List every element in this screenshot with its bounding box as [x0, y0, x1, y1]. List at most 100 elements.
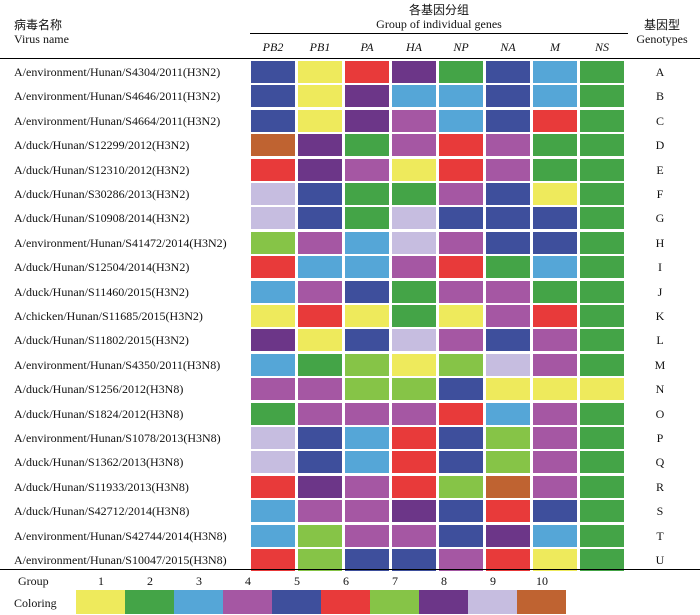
- gene-cell-ns: [579, 304, 625, 328]
- genotype-label: N: [655, 382, 665, 397]
- gene-cell-pb1: [297, 279, 343, 304]
- gene-cell-ha: [391, 60, 437, 84]
- gene-cell-ha: [391, 304, 437, 328]
- gene-cell-pb2: [250, 304, 296, 328]
- genotype-zh: 基因型: [643, 18, 680, 32]
- gene-cell-ns: [579, 499, 625, 524]
- gene-cell-ha: [391, 377, 437, 402]
- gene-cell-ha: [391, 182, 437, 206]
- gene-cell-pb1: [297, 377, 343, 402]
- virus-name: A/duck/Hunan/S1256/2012(H3N8): [14, 382, 184, 397]
- gene-cell-np: [438, 499, 484, 524]
- gene-cell-pb1: [297, 182, 343, 206]
- gene-header-ha: HA: [406, 40, 422, 54]
- gene-cell-pa: [344, 182, 390, 206]
- gene-cell-pa: [344, 230, 390, 255]
- gene-cell-m: [532, 328, 578, 353]
- gene-cell-np: [438, 108, 484, 133]
- gene-cell-m: [532, 182, 578, 206]
- gene-cell-np: [438, 157, 484, 182]
- legend-coloring-label: Coloring: [14, 596, 57, 610]
- legend-swatch-4: [223, 590, 272, 614]
- gene-cell-pb1: [297, 133, 343, 158]
- gene-cell-np: [438, 84, 484, 109]
- legend-group-number: 2: [147, 574, 153, 588]
- genotype-label: F: [656, 187, 664, 201]
- gene-cell-pb1: [297, 60, 343, 84]
- gene-cell-np: [438, 304, 484, 328]
- genotype-en: Genotypes: [636, 32, 688, 46]
- virus-name: A/environment/Hunan/S4304/2011(H3N2): [14, 65, 221, 79]
- genotype-label: H: [655, 235, 665, 250]
- gene-cell-np: [438, 426, 484, 450]
- legend-swatch-1: [76, 590, 125, 614]
- gene-cell-ns: [579, 377, 625, 402]
- gene-cell-pa: [344, 474, 390, 499]
- virus-name: A/duck/Hunan/S1362/2013(H3N8): [14, 455, 184, 470]
- gene-cell-pa: [344, 548, 390, 572]
- gene-cell-pb2: [250, 157, 296, 182]
- gene-cell-pb2: [250, 499, 296, 524]
- gene-cell-pb1: [297, 401, 343, 426]
- gene-cell-pa: [344, 523, 390, 548]
- gene-cell-pb1: [297, 230, 343, 255]
- gene-cell-pa: [344, 84, 390, 109]
- gene-cell-ns: [579, 279, 625, 304]
- genotype-label: K: [655, 309, 665, 323]
- gene-cell-pb2: [250, 279, 296, 304]
- gene-cell-pb2: [250, 401, 296, 426]
- legend-swatch-5: [272, 590, 321, 614]
- virus-name: A/environment/Hunan/S42744/2014(H3N8): [14, 528, 227, 543]
- virus-name: A/environment/Hunan/S4646/2011(H3N2): [14, 89, 221, 104]
- gene-cell-ns: [579, 206, 625, 231]
- gene-cell-np: [438, 474, 484, 499]
- gene-cell-pb2: [250, 548, 296, 572]
- gene-cell-pb1: [297, 548, 343, 572]
- gene-cell-pb2: [250, 377, 296, 402]
- gene-cell-m: [532, 352, 578, 377]
- virus-name: A/chicken/Hunan/S11685/2015(H3N2): [14, 309, 203, 323]
- genotype-label: B: [655, 89, 664, 104]
- gene-cell-pa: [344, 450, 390, 475]
- gene-cell-np: [438, 328, 484, 353]
- gene-cell-np: [438, 523, 484, 548]
- gene-header-m: M: [550, 40, 560, 54]
- gene-cell-m: [532, 377, 578, 402]
- gene-cell-ha: [391, 157, 437, 182]
- legend-group-number: 9: [490, 574, 496, 588]
- gene-cell-pb1: [297, 157, 343, 182]
- gene-cell-pa: [344, 108, 390, 133]
- gene-cell-np: [438, 377, 484, 402]
- gene-cell-pa: [344, 401, 390, 426]
- genotype-label: D: [655, 138, 665, 153]
- gene-header-na: NA: [500, 40, 516, 54]
- group-title-underline: [250, 33, 628, 34]
- genotype-label: U: [655, 553, 665, 567]
- table-bottom-rule: [0, 569, 700, 570]
- gene-cell-np: [438, 182, 484, 206]
- gene-cell-ns: [579, 230, 625, 255]
- gene-cell-m: [532, 84, 578, 109]
- gene-cell-ns: [579, 450, 625, 475]
- gene-cell-pa: [344, 328, 390, 353]
- gene-cell-pb2: [250, 255, 296, 280]
- gene-cell-pb1: [297, 108, 343, 133]
- gene-cell-np: [438, 548, 484, 572]
- genotype-label: Q: [655, 455, 665, 470]
- gene-cell-ns: [579, 84, 625, 109]
- gene-cell-na: [485, 255, 531, 280]
- gene-cell-ns: [579, 328, 625, 353]
- gene-cell-pa: [344, 157, 390, 182]
- gene-cell-ns: [579, 133, 625, 158]
- gene-cell-ns: [579, 182, 625, 206]
- legend-swatch-8: [419, 590, 468, 614]
- gene-cell-pb1: [297, 426, 343, 450]
- gene-cell-np: [438, 133, 484, 158]
- gene-cell-na: [485, 60, 531, 84]
- virus-name: A/environment/Hunan/S1078/2013(H3N8): [14, 431, 221, 445]
- genotype-label: P: [656, 431, 664, 445]
- gene-cell-ns: [579, 108, 625, 133]
- genotype-label: A: [655, 65, 665, 79]
- genotype-label: I: [658, 260, 662, 275]
- group-title-en: Group of individual genes: [376, 17, 502, 31]
